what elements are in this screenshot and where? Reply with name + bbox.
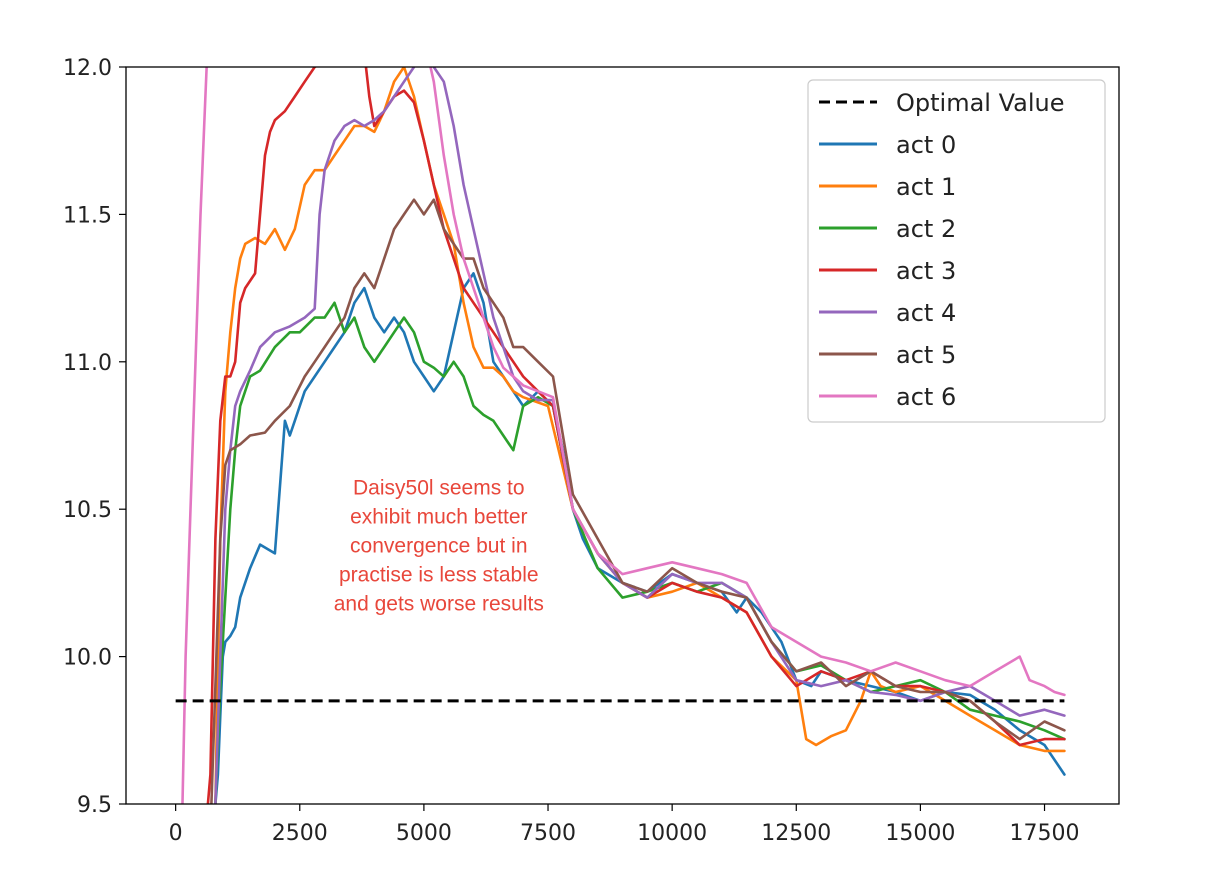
series-layer: [175, 67, 1066, 804]
annotation-line: practise is less stable: [339, 564, 539, 587]
plot-frame: [125, 66, 1120, 805]
legend-items: Optimal Value act 0 act 1 act 2 act 3 act 4 ac…: [819, 89, 1065, 411]
y-tick-label: 10.0: [63, 646, 112, 671]
legend-label-act-5: act 5: [896, 341, 956, 369]
x-tick-label: 0: [169, 821, 183, 846]
series-line-act-5: [210, 198, 1066, 804]
annotation-text: Daisy50l seems to exhibit much better conv…: [334, 477, 544, 616]
x-tick-label: 12500: [761, 821, 831, 846]
legend-label-optimal-value: Optimal Value: [896, 89, 1065, 117]
x-tick-label: 10000: [637, 821, 707, 846]
series-line-act-4: [214, 67, 1066, 804]
x-tick-label: 5000: [396, 821, 452, 846]
legend: Optimal Value act 0 act 1 act 2 act 3 act 4 ac…: [807, 79, 1106, 423]
legend-frame: [807, 79, 1106, 423]
legend-label-act-2: act 2: [896, 215, 956, 243]
legend-label-act-3: act 3: [896, 257, 956, 285]
series-line-act-6: [181, 67, 1066, 804]
legend-label-act-6: act 6: [896, 383, 956, 411]
y-tick-label: 10.5: [63, 498, 112, 523]
annotation-line: Daisy50l seems to: [353, 477, 525, 500]
annotation: Daisy50l seems to exhibit much better conv…: [334, 477, 544, 616]
x-tick-label: 7500: [520, 821, 576, 846]
y-tick-label: 12.0: [63, 56, 112, 81]
legend-label-act-1: act 1: [896, 173, 956, 201]
annotation-line: convergence but in: [350, 535, 527, 558]
axes-layer: 0 2500 5000 7500 10000 12500 15000 17500 9.5 10.0…: [63, 56, 1080, 846]
legend-label-act-0: act 0: [896, 131, 956, 159]
annotation-line: and gets worse results: [334, 593, 544, 616]
x-tick-label: 15000: [885, 821, 955, 846]
y-tick-label: 11.5: [63, 203, 112, 228]
legend-label-act-4: act 4: [896, 299, 956, 327]
series-line-act-0: [214, 272, 1066, 804]
x-tick-label: 17500: [1010, 821, 1080, 846]
x-tick-label: 2500: [272, 821, 328, 846]
series-line-act-3: [206, 67, 1066, 804]
y-tick-label: 11.0: [63, 351, 112, 376]
annotation-line: exhibit much better: [350, 506, 527, 529]
y-tick-label: 9.5: [77, 793, 112, 818]
